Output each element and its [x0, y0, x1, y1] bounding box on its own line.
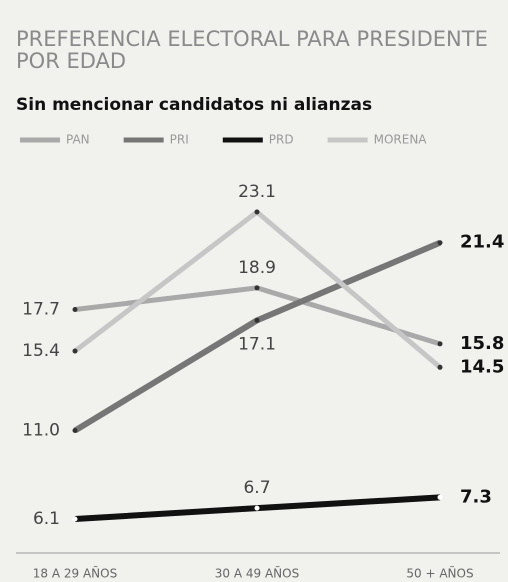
data-label: 6.7 — [243, 478, 270, 498]
data-label: 18.9 — [238, 258, 276, 278]
data-label: 23.1 — [238, 182, 276, 202]
x-tick-label: 30 A 49 AÑOS — [215, 566, 299, 581]
data-label: 17.1 — [238, 334, 276, 354]
data-label: 11.0 — [22, 421, 60, 441]
data-label: 15.8 — [460, 333, 504, 354]
data-label: 7.3 — [460, 486, 492, 507]
data-point — [72, 516, 78, 522]
data-point — [72, 428, 78, 434]
x-tick-label: 50 + AÑOS — [406, 566, 473, 581]
chart-title: POR EDAD — [16, 49, 126, 73]
data-point — [254, 209, 260, 215]
data-point — [254, 317, 260, 323]
data-label: 14.5 — [460, 356, 504, 377]
data-point — [72, 348, 78, 354]
data-point — [72, 307, 78, 313]
legend-label: PAN — [66, 133, 90, 147]
x-tick-label: 18 A 29 AÑOS — [33, 566, 117, 581]
legend-label: PRI — [170, 133, 189, 147]
data-point — [437, 364, 443, 370]
chart-subtitle: Sin mencionar candidatos ni alianzas — [16, 95, 372, 115]
data-label: 21.4 — [460, 232, 504, 253]
data-point — [437, 240, 443, 246]
data-point — [437, 494, 443, 500]
data-label: 15.4 — [22, 341, 60, 361]
data-label: 6.1 — [33, 509, 60, 529]
data-point — [254, 505, 260, 511]
data-point — [254, 285, 260, 291]
data-point — [437, 341, 443, 347]
data-label: 17.7 — [22, 300, 60, 320]
legend-label: MORENA — [374, 133, 428, 147]
legend-label: PRD — [269, 133, 294, 147]
chart-title: PREFERENCIA ELECTORAL PARA PRESIDENTE — [16, 27, 488, 51]
